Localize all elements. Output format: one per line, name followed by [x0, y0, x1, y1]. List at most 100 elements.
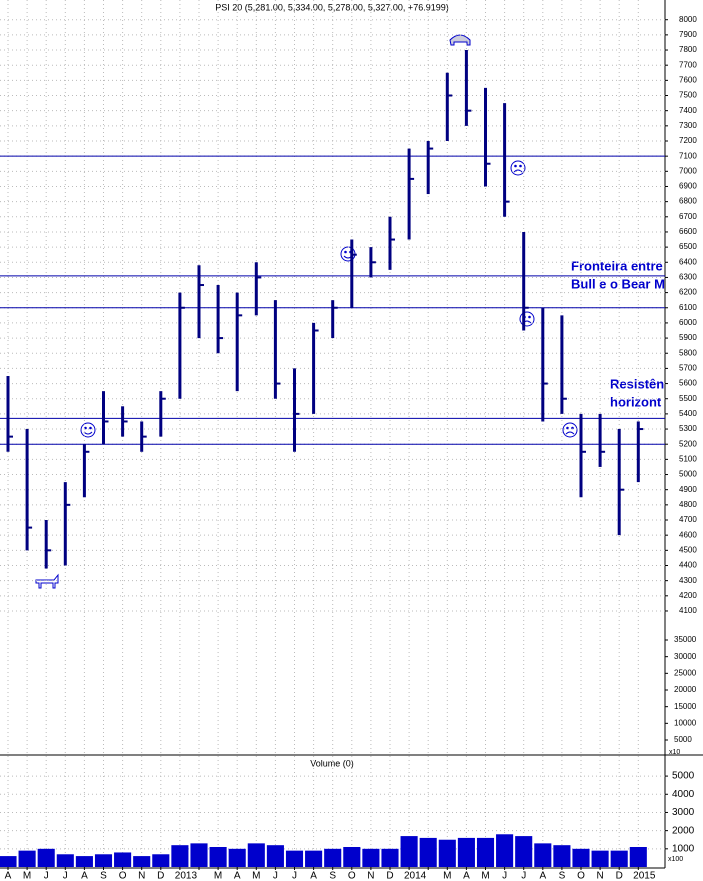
y-tick-label: 5900	[679, 333, 697, 342]
y-tick-label: 4800	[679, 500, 697, 509]
x-tick-label: M	[481, 871, 489, 881]
x-tick-label: S	[329, 871, 336, 881]
volume-bar	[381, 848, 399, 867]
x-tick-label: D	[386, 871, 393, 881]
y-tick-label: 5400	[679, 409, 697, 418]
annotation: Bull e o Bear M	[571, 276, 665, 291]
x-tick-label: J	[44, 871, 49, 881]
y-tick-label: 5800	[679, 348, 697, 357]
y-tick-label: 4400	[679, 561, 697, 570]
volume-bar	[75, 856, 93, 867]
y-tick-label: 4600	[679, 530, 697, 539]
y-tick-label: 6000	[679, 318, 697, 327]
volume-title: Volume (0)	[310, 758, 354, 768]
x-tick-label: J	[292, 871, 297, 881]
volume-bar	[228, 848, 246, 867]
y-tick-label: 6100	[679, 303, 697, 312]
bear-icon	[449, 34, 471, 46]
bull-icon	[35, 573, 59, 589]
x-tick-label: 2014	[404, 871, 427, 881]
volume-bar	[247, 843, 265, 867]
x-tick-label: M	[443, 871, 451, 881]
y2-tick-label: 15000	[674, 702, 697, 711]
x-tick-label: O	[348, 871, 356, 881]
x-tick-label: N	[367, 871, 374, 881]
y-tick-label: 5700	[679, 364, 697, 373]
x-tick-label: D	[616, 871, 623, 881]
volume-bar	[496, 834, 514, 867]
y-tick-label: 5100	[679, 454, 697, 463]
volume-bar	[591, 850, 609, 867]
volume-bar	[209, 847, 227, 867]
y-tick-label: 5000	[679, 470, 697, 479]
x-tick-label: A	[310, 871, 317, 881]
smiley	[80, 422, 96, 438]
frown	[562, 422, 578, 438]
volume-bar	[324, 848, 342, 867]
y-tick-label: 7100	[679, 151, 697, 160]
y-tick-label: 7500	[679, 91, 697, 100]
chart-title: PSI 20 (5,281.00, 5,334.00, 5,278.00, 5,…	[215, 2, 448, 12]
annotation: horizont	[610, 394, 662, 409]
y2-tick-label: 30000	[674, 652, 697, 661]
volume-bar	[572, 848, 590, 867]
volume-bar	[114, 852, 132, 867]
y-tick-label: 5300	[679, 424, 697, 433]
x-tick-label: 2013	[175, 871, 198, 881]
y-tick-label: 6300	[679, 273, 697, 282]
y-tick-label: 7700	[679, 60, 697, 69]
y-tick-label: 6900	[679, 182, 697, 191]
y-tick-label: 5500	[679, 394, 697, 403]
frown	[510, 160, 526, 176]
x-tick-label: O	[119, 871, 127, 881]
volume-tick-label: 1000	[672, 843, 695, 854]
volume-bar	[629, 847, 647, 867]
y-tick-label: 7600	[679, 75, 697, 84]
volume-bar	[534, 843, 552, 867]
x-tick-label: M	[252, 871, 260, 881]
x-tick-label: J	[63, 871, 68, 881]
y2-tick-label: 35000	[674, 635, 697, 644]
y2-tick-label: 5000	[674, 735, 692, 744]
x-tick-label: 2015	[633, 871, 656, 881]
y-tick-label: 7800	[679, 45, 697, 54]
volume-bar	[94, 854, 113, 867]
x-tick-label: M	[23, 871, 31, 881]
volume-bar	[266, 845, 284, 867]
volume-bar	[56, 854, 74, 867]
y-tick-label: 4300	[679, 576, 697, 585]
y-tick-label: 7400	[679, 106, 697, 115]
y-tick-label: 5200	[679, 439, 697, 448]
volume-bar	[152, 854, 170, 867]
volume-bar	[190, 843, 208, 867]
volume-bar	[133, 856, 151, 867]
volume-bar	[476, 837, 495, 867]
x-tick-label: J	[521, 871, 526, 881]
x-tick-label: A	[5, 871, 12, 881]
y-tick-label: 6400	[679, 257, 697, 266]
volume-bar	[0, 856, 17, 867]
x-tick-label: M	[214, 871, 222, 881]
volume-tick-label: 4000	[672, 789, 695, 800]
x-tick-label: S	[559, 871, 566, 881]
volume-bar	[37, 848, 55, 867]
y-tick-label: 4700	[679, 515, 697, 524]
y-tick-label: 4900	[679, 485, 697, 494]
y2-tick-label: 25000	[674, 668, 697, 677]
y2-tick-label: 10000	[674, 718, 697, 727]
annotation: Resistên	[610, 376, 664, 391]
volume-bar	[438, 839, 456, 867]
frown	[519, 311, 535, 327]
volume-bar	[610, 850, 628, 867]
annotation: Fronteira entre	[571, 258, 663, 273]
x-tick-label: A	[81, 871, 88, 881]
volume-bar	[457, 837, 475, 867]
x-tick-label: S	[100, 871, 107, 881]
volume-bar	[343, 847, 361, 867]
x-tick-label: A	[539, 871, 546, 881]
volume-bar	[285, 850, 304, 867]
y-tick-label: 4100	[679, 606, 697, 615]
y-tick-label: 8000	[679, 15, 697, 24]
y2-tick-label: 20000	[674, 685, 697, 694]
